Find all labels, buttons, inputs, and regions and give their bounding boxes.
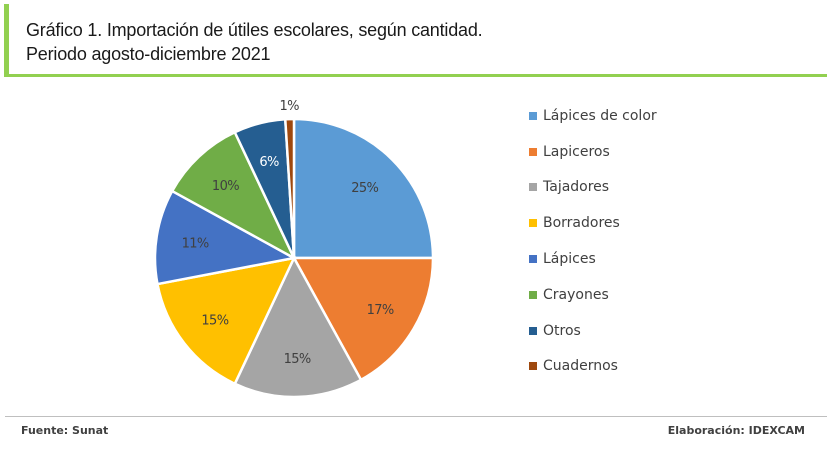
- legend-swatch: [529, 111, 537, 120]
- legend-swatch: [529, 290, 537, 299]
- legend-item: Borradores: [529, 211, 657, 247]
- legend-label: Borradores: [543, 215, 620, 232]
- legend-item: Cuadernos: [529, 355, 657, 391]
- data-label: 17%: [367, 303, 394, 318]
- legend-item: Lapiceros: [529, 140, 657, 176]
- data-label: 11%: [182, 236, 209, 251]
- legend-label: Lápices de color: [543, 107, 657, 124]
- footer-divider: [5, 416, 827, 417]
- data-label: 6%: [259, 155, 279, 170]
- legend-label: Otros: [543, 322, 581, 339]
- credit-note: Elaboración: IDEXCAM: [667, 424, 805, 437]
- pie-slice-borradores: [155, 256, 297, 386]
- pie-slice-cuadernos: [283, 117, 296, 259]
- legend-label: Cuadernos: [543, 358, 618, 375]
- legend-swatch: [529, 219, 537, 228]
- legend-item: Tajadores: [529, 176, 657, 212]
- pie-slice-lapices: [153, 189, 298, 286]
- legend-label: Crayones: [543, 286, 609, 303]
- pie-slice-crayones: [170, 130, 297, 261]
- legend-item: Lápices: [529, 247, 657, 283]
- data-label: 15%: [284, 352, 311, 367]
- legend-swatch: [529, 255, 537, 264]
- title-line-1: Gráfico 1. Importación de útiles escolar…: [26, 20, 483, 40]
- legend-swatch: [529, 147, 537, 156]
- data-label: 10%: [212, 179, 239, 194]
- legend-swatch: [529, 362, 537, 371]
- data-label: 15%: [201, 313, 228, 328]
- data-label: 25%: [351, 181, 378, 196]
- legend-item: Otros: [529, 319, 657, 355]
- title-line-2: Periodo agosto-diciembre 2021: [26, 44, 271, 64]
- legend-item: Lápices de color: [529, 104, 657, 140]
- data-label: 1%: [279, 99, 299, 114]
- source-note: Fuente: Sunat: [21, 424, 109, 437]
- legend-item: Crayones: [529, 283, 657, 319]
- legend-label: Lapiceros: [543, 143, 610, 160]
- legend-swatch: [529, 326, 537, 335]
- legend-label: Tajadores: [543, 179, 610, 196]
- legend-label: Lápices: [543, 251, 596, 268]
- chart-title: Gráfico 1. Importación de útiles escolar…: [26, 18, 483, 66]
- pie-chart: 25% 17% 15% 15% 11% 10% 6% 1%: [153, 99, 435, 399]
- pie-slice-lapiceros: [291, 256, 435, 382]
- pie-data-labels: 25% 17% 15% 15% 11% 10% 6% 1%: [182, 99, 395, 367]
- pie-slices: [153, 117, 435, 399]
- title-box: [4, 4, 827, 77]
- pie-slice-tajadores: [233, 255, 363, 399]
- legend: Lápices de color Lapiceros Tajadores Borrad…: [529, 104, 657, 390]
- legend-swatch: [529, 183, 537, 192]
- pie-slice-lapices-de-color: [292, 117, 435, 260]
